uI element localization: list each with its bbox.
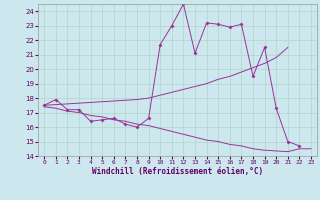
X-axis label: Windchill (Refroidissement éolien,°C): Windchill (Refroidissement éolien,°C) [92,167,263,176]
